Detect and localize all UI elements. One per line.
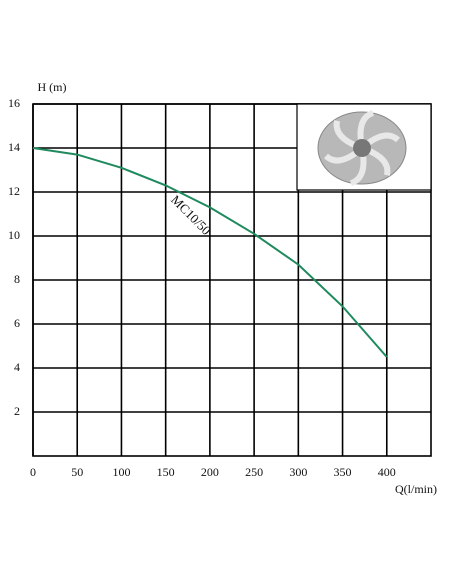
- x-tick-label: 400: [378, 465, 396, 479]
- impeller-hub: [353, 139, 371, 157]
- y-tick-label: 6: [14, 316, 20, 330]
- y-tick-label: 8: [14, 272, 20, 286]
- x-tick-label: 250: [245, 465, 263, 479]
- x-tick-label: 150: [157, 465, 175, 479]
- y-axis-label: H (m): [38, 80, 67, 94]
- y-tick-label: 12: [8, 184, 20, 198]
- y-tick-label: 2: [14, 404, 20, 418]
- y-tick-label: 14: [8, 140, 20, 154]
- x-tick-label: 100: [112, 465, 130, 479]
- impeller-image: [296, 103, 432, 191]
- x-tick-label: 350: [334, 465, 352, 479]
- x-tick-label: 300: [289, 465, 307, 479]
- x-tick-label: 200: [201, 465, 219, 479]
- x-axis-label: Q(l/min): [395, 482, 437, 496]
- y-tick-label: 4: [14, 360, 20, 374]
- x-tick-label: 0: [30, 465, 36, 479]
- y-tick-label: 10: [8, 228, 20, 242]
- plot-frame: [32, 103, 432, 457]
- y-tick-label: 16: [8, 96, 20, 110]
- x-tick-label: 50: [71, 465, 83, 479]
- curve: [32, 147, 388, 358]
